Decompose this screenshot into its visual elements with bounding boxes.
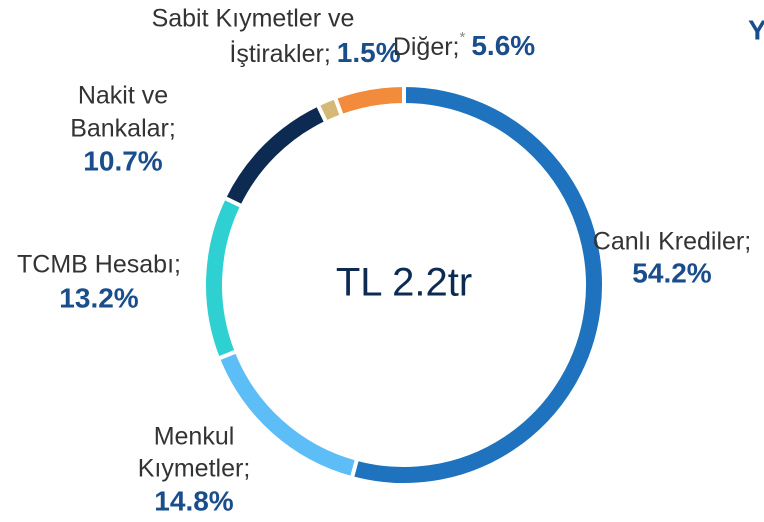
value-label: 10.7%	[83, 145, 162, 176]
note-mark: *	[460, 29, 466, 46]
value-label: 5.6%	[471, 30, 535, 61]
value-label: 13.2%	[59, 282, 138, 313]
category-label: Diğer;* 5.6%	[393, 29, 535, 61]
donut-segment	[202, 194, 245, 362]
category-label-line: Diğer;	[393, 33, 460, 61]
category-label: İştirakler; 1.5%	[229, 37, 400, 68]
center-label: TL 2.2tr	[336, 261, 472, 305]
category-label: Canlı Krediler;	[593, 228, 751, 256]
category-label: Nakit ve	[78, 82, 168, 110]
value-label: 54.2%	[632, 257, 711, 288]
value-label: 1.5%	[337, 37, 401, 68]
value-label: 14.8%	[154, 485, 233, 516]
category-label: Sabit Kıymetler ve	[152, 5, 355, 33]
donut-segment	[221, 101, 330, 209]
category-label: TCMB Hesabı;	[17, 251, 181, 279]
category-label: Bankalar;	[70, 115, 176, 143]
category-label: Kıymetler;	[138, 455, 251, 483]
category-label: Menkul	[154, 423, 235, 451]
donut-segment	[332, 82, 406, 119]
category-label-line: İştirakler;	[229, 39, 330, 68]
side-text: Y	[748, 14, 764, 45]
